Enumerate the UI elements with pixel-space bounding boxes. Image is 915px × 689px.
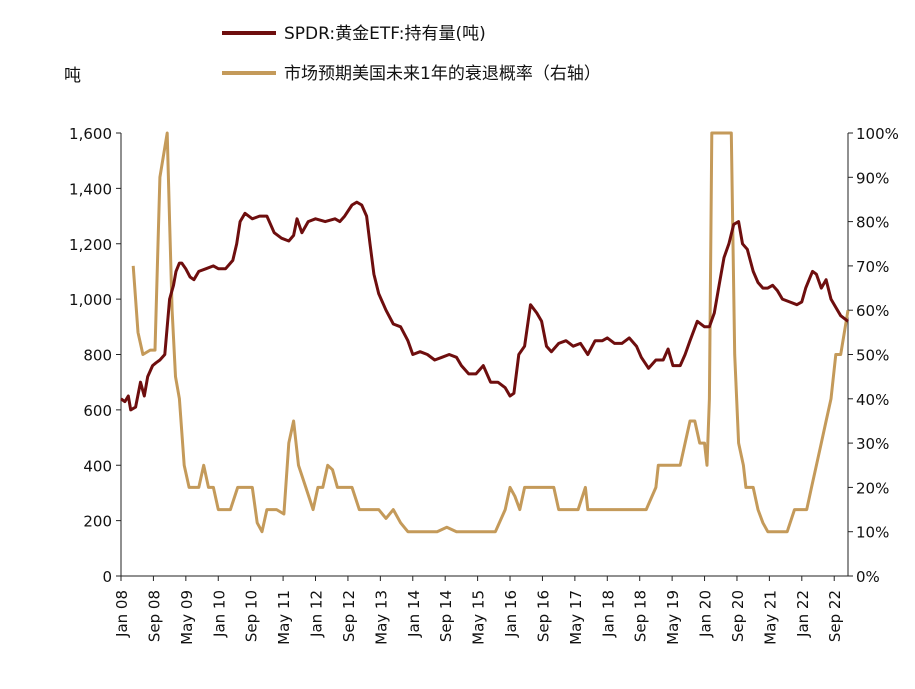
y-right-tick-label: 60%	[856, 302, 889, 320]
x-tick-label: May 15	[470, 590, 488, 645]
y-left-unit-label: 吨	[64, 66, 81, 86]
x-tick-label: Sep 10	[243, 590, 261, 642]
y-left-tick-label: 1,200	[69, 236, 112, 254]
y-left-tick-label: 1,000	[69, 291, 112, 309]
x-tick-label: Jan 20	[697, 590, 715, 638]
y-left-tick-label: 200	[83, 513, 112, 531]
x-tick-label: Sep 22	[826, 590, 844, 642]
y-right-tick-label: 80%	[856, 214, 889, 232]
y-right-tick-label: 20%	[856, 479, 889, 497]
x-tick-label: May 19	[664, 590, 682, 645]
y-left-tick-label: 400	[83, 457, 112, 475]
y-right-tick-label: 40%	[856, 391, 889, 409]
y-right-tick-label: 70%	[856, 258, 889, 276]
x-tick-label: Sep 20	[729, 590, 747, 642]
x-tick-label: Jan 22	[794, 590, 812, 638]
y-left-tick-label: 1,600	[69, 125, 112, 143]
x-tick-label: Sep 12	[340, 590, 358, 642]
legend-label-spdr: SPDR:黄金ETF:持有量(吨)	[284, 24, 486, 44]
y-left-tick-label: 800	[83, 347, 112, 365]
y-right-tick-label: 100%	[856, 125, 899, 143]
legend: SPDR:黄金ETF:持有量(吨) 市场预期美国未来1年的衰退概率（右轴）	[222, 24, 601, 84]
x-tick-label: Sep 08	[145, 590, 163, 642]
x-tick-label: Sep 16	[534, 590, 552, 642]
y-right-tick-label: 30%	[856, 435, 889, 453]
x-tick-label: May 11	[275, 590, 293, 645]
y-left-tick-label: 1,400	[69, 180, 112, 198]
x-tick-label: May 21	[761, 590, 779, 645]
x-tick-label: Jan 10	[210, 590, 228, 638]
series-line-spdr-holdings	[120, 200, 849, 412]
x-tick-label: May 17	[567, 590, 585, 645]
series-line-recession-probability	[131, 131, 850, 534]
x-tick-label: Sep 14	[437, 590, 455, 642]
y-left-tick-label: 0	[102, 568, 112, 586]
y-left-tick-label: 600	[83, 402, 112, 420]
series-group	[120, 131, 850, 534]
legend-label-recession: 市场预期美国未来1年的衰退概率（右轴）	[284, 64, 601, 84]
x-tick-label: Jan 18	[599, 590, 617, 638]
x-tick-label: Jan 14	[405, 590, 423, 638]
x-tick-label: Jan 12	[308, 590, 326, 638]
y-right-tick-label: 0%	[856, 568, 880, 586]
x-tick-label: Jan 16	[502, 590, 520, 638]
x-tick-label: Jan 08	[113, 590, 131, 638]
y-right-tick-label: 90%	[856, 169, 889, 187]
y-right-tick-label: 50%	[856, 347, 889, 365]
x-tick-label: May 09	[178, 590, 196, 645]
y-right-tick-label: 10%	[856, 524, 889, 542]
axes: 0 200 400 600 800 1,000 1,200 1,400 1,600 0% 10% 20…	[69, 125, 899, 645]
x-tick-label: May 13	[372, 590, 390, 645]
x-tick-label: Sep 18	[632, 590, 650, 642]
